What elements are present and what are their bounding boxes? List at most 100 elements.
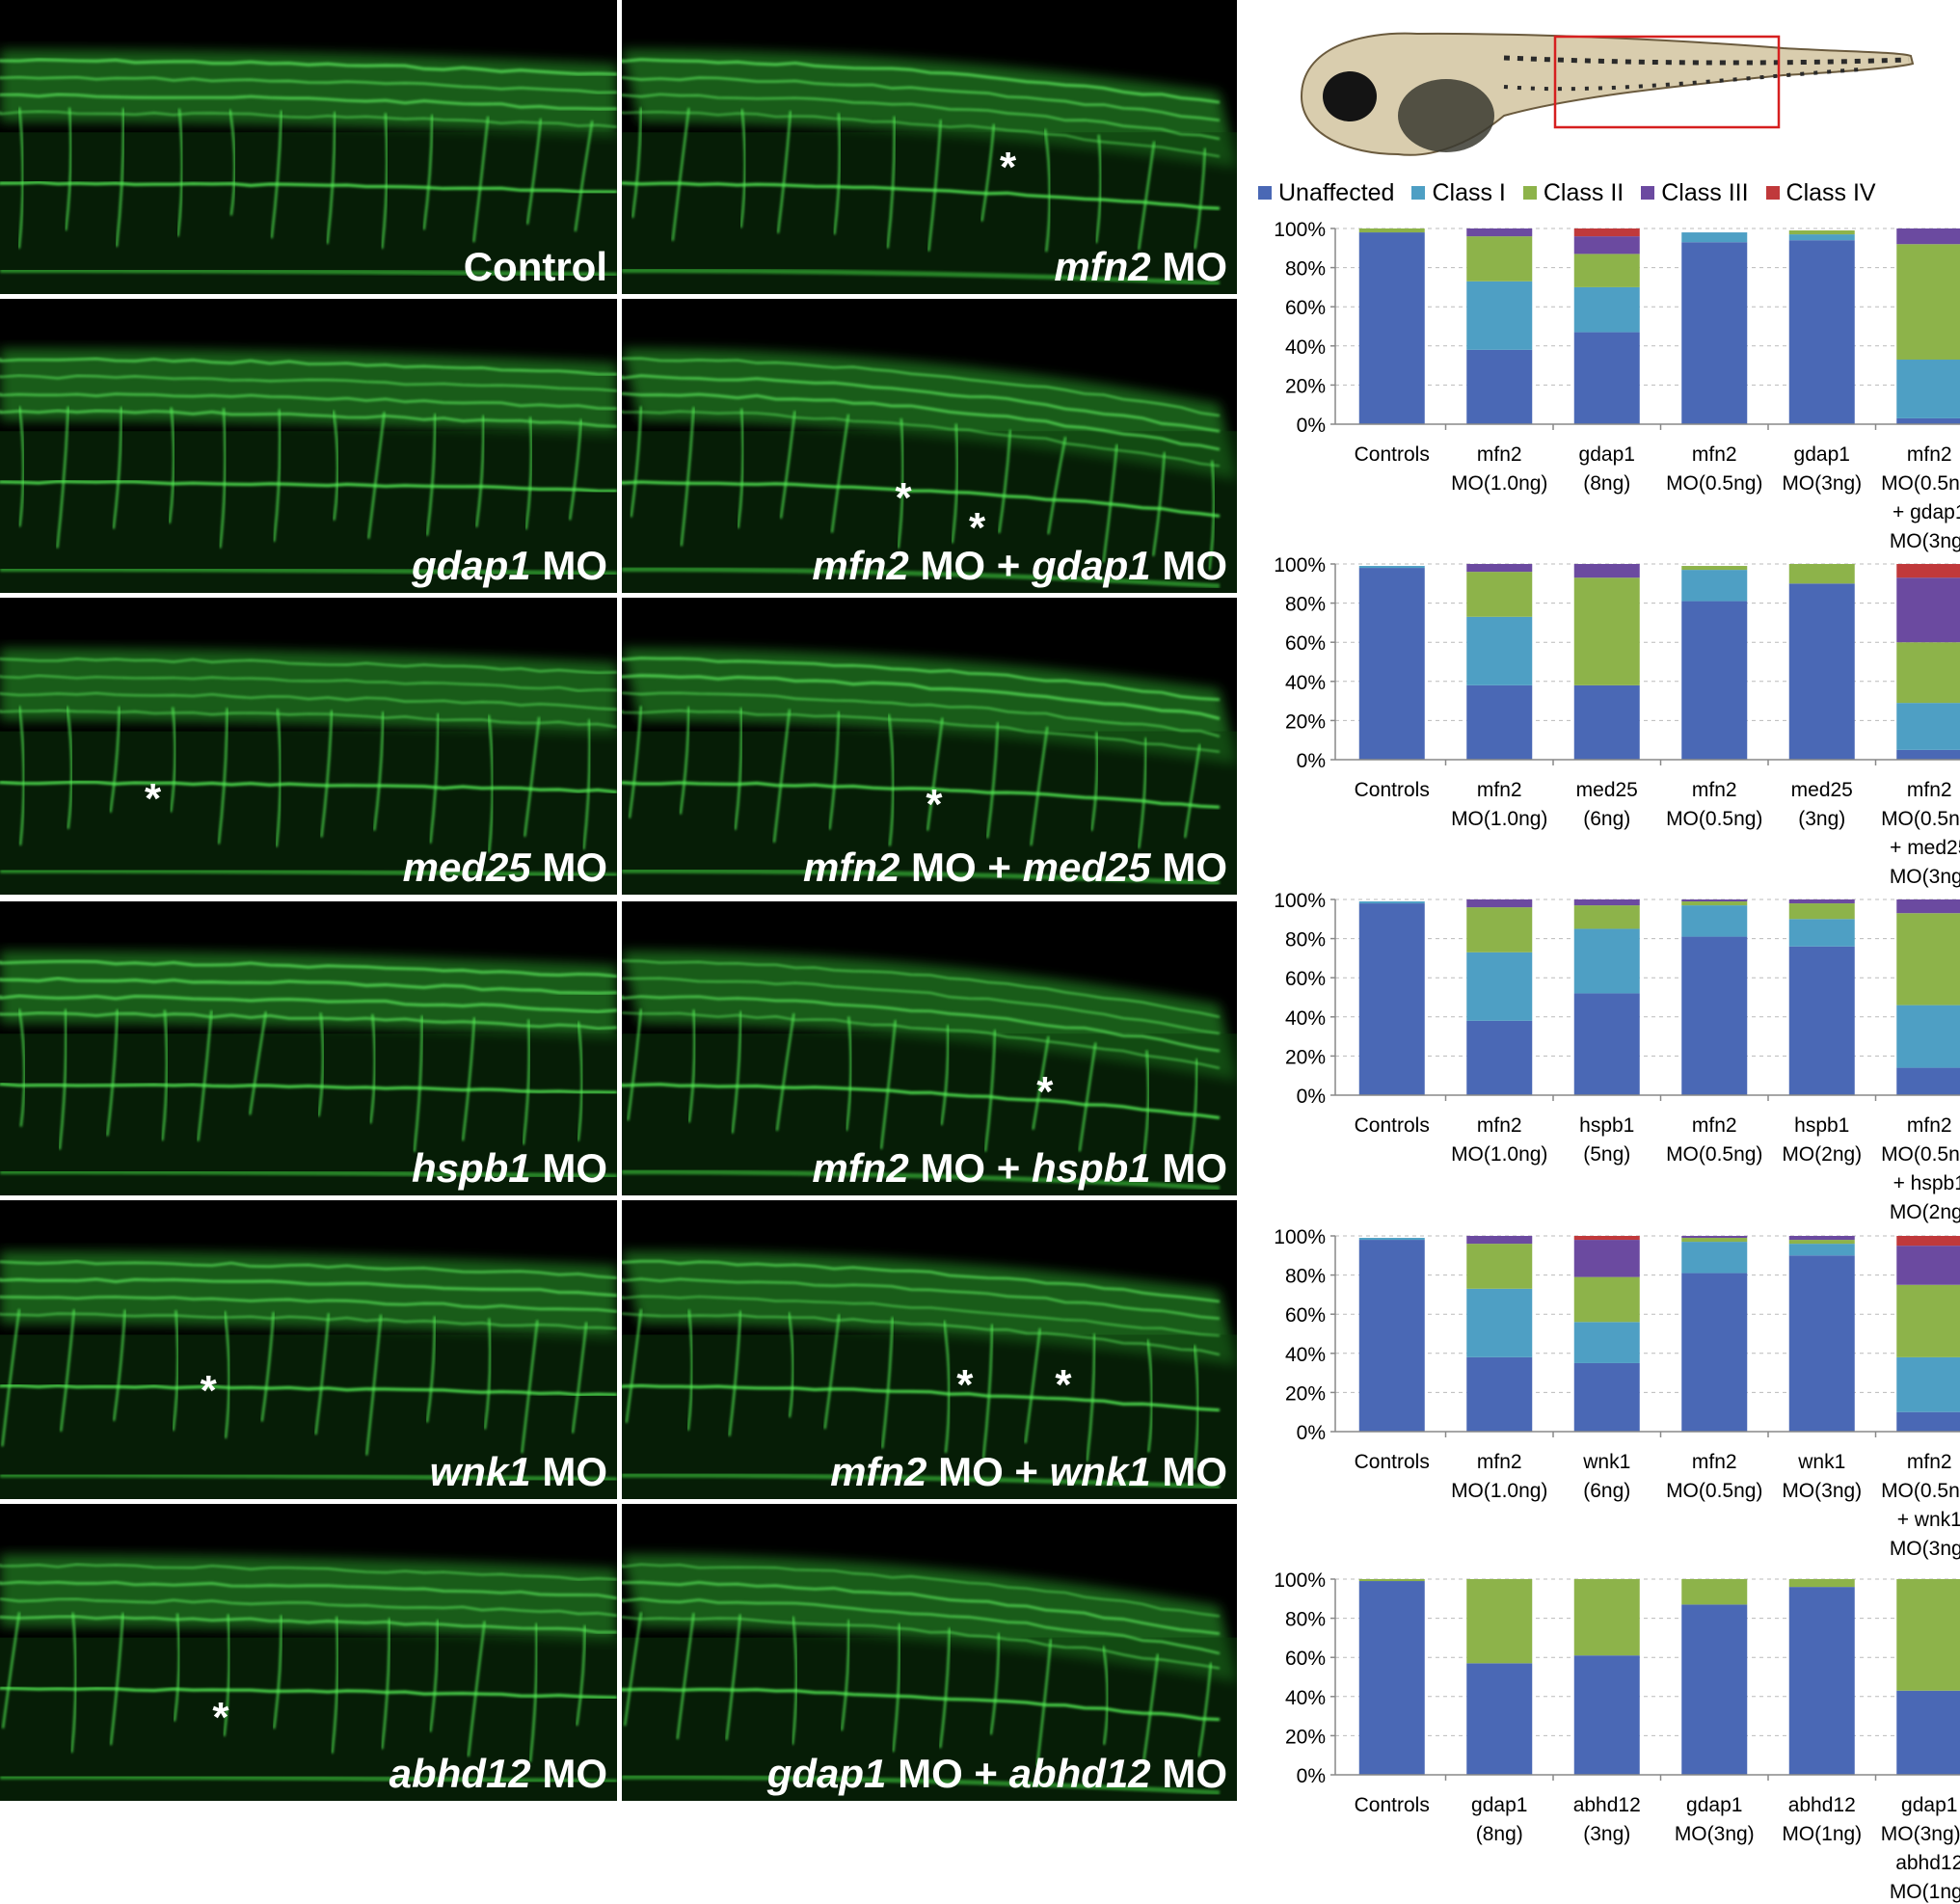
x-tick-label: gdap1 (1686, 1794, 1742, 1816)
panel-label: mfn2 MO + wnk1 MO (830, 1449, 1227, 1495)
y-tick-label: 100% (1274, 219, 1326, 241)
bar-segment-class-ii (1896, 1284, 1960, 1357)
y-tick-label: 0% (1297, 1422, 1326, 1444)
x-tick-label: MO(0.5ng) (1881, 472, 1960, 495)
bar-segment-class-ii (1358, 228, 1425, 233)
micrograph-panel: * * mfn2 MO + wnk1 MO (622, 1200, 1237, 1499)
legend-swatch (1641, 186, 1655, 200)
bar-segment-unaffected (1681, 242, 1748, 424)
x-tick-label: MO(0.5ng) (1881, 808, 1960, 830)
fluorescence-image (622, 1554, 1237, 1801)
fluorescence-image (0, 648, 617, 895)
x-tick-label: MO(0.5ng) (1881, 1480, 1960, 1502)
x-tick-label: MO(1.0ng) (1451, 1480, 1547, 1502)
chart-3: 0% 20% 40% 60% 80% 100% Controls mfn2 MO(1.0ng) h… (1274, 890, 1960, 1223)
x-tick-label: MO(0.5ng) (1881, 1143, 1960, 1166)
panel-label: gdap1 MO (412, 543, 607, 589)
fluorescence-image (0, 1251, 617, 1499)
bar-segment-unaffected (1788, 1587, 1855, 1775)
y-tick-label: 20% (1285, 1046, 1326, 1068)
bar-segment-unaffected (1896, 749, 1960, 760)
x-tick-label: gdap1 (1579, 443, 1635, 466)
y-tick-label: 20% (1285, 375, 1326, 397)
micrograph-panel: * mfn2 MO (622, 0, 1237, 294)
panel-label-part: MO (1150, 1145, 1227, 1191)
legend-label: Class IV (1785, 178, 1876, 206)
bar-segment-unaffected (1573, 332, 1640, 424)
x-tick-label: MO(0.5ng) (1666, 808, 1762, 830)
x-tick-label: mfn2 (1692, 443, 1737, 466)
asterisk-marker: * (200, 1367, 217, 1415)
x-tick-label: (6ng) (1583, 808, 1630, 830)
legend-swatch (1258, 186, 1272, 200)
y-tick-label: 80% (1285, 929, 1326, 952)
bar-segment-unaffected (1573, 1362, 1640, 1432)
chart-5: 0% 20% 40% 60% 80% 100% Controls gdap1 (8ng) abhd… (1274, 1569, 1960, 1903)
x-tick-label: Controls (1355, 1451, 1430, 1473)
asterisk-marker: * (1036, 1068, 1054, 1116)
bar-segment-class-ii (1788, 230, 1855, 235)
y-tick-label: 0% (1297, 415, 1326, 437)
bar-segment-class-i (1358, 1238, 1425, 1241)
bar-segment-class-ii (1573, 905, 1640, 929)
fluorescence-image (622, 648, 1237, 895)
y-tick-label: 60% (1285, 968, 1326, 990)
stacked-bar-charts: 0% 20% 40% 60% 80% 100% Controls mfn2 MO(1.0ng) g… (1234, 217, 1960, 1904)
chart-1: 0% 20% 40% 60% 80% 100% Controls mfn2 MO(1.0ng) g… (1274, 219, 1960, 552)
panel-label-part: MO (1150, 1751, 1227, 1796)
legend-item: Class IV (1765, 178, 1876, 207)
bar-segment-class-iii (1896, 228, 1960, 245)
x-tick-label: (3ng) (1583, 1823, 1630, 1845)
bar-segment-unaffected (1681, 936, 1748, 1095)
bar-segment-unaffected (1788, 1255, 1855, 1432)
x-tick-label: (8ng) (1583, 472, 1630, 495)
x-tick-label: Controls (1355, 1114, 1430, 1137)
panel-label-part: MO (530, 543, 607, 588)
bar-segment-class-ii (1788, 1240, 1855, 1245)
panel-label-part: abhd12 (1008, 1751, 1151, 1796)
panel-label-part: gdap1 (1031, 543, 1151, 588)
bar-segment-class-iv (1573, 228, 1640, 237)
panel-label-part: MO (1150, 244, 1227, 289)
panel-label-part: MO + (899, 845, 1023, 890)
x-tick-label: wnk1 (1582, 1451, 1630, 1473)
y-tick-label: 20% (1285, 711, 1326, 733)
x-tick-label: MO(1.0ng) (1451, 472, 1547, 495)
micrograph-grid: Control * mfn2 MO gdap1 MO * * mfn2 MO + gdap1… (0, 0, 1237, 1801)
panel-label: hspb1 MO (412, 1145, 607, 1192)
x-tick-label: MO(0.5ng) (1666, 1143, 1762, 1166)
micrograph-panel: * mfn2 MO + hspb1 MO (622, 901, 1237, 1195)
fluorescence-image (0, 49, 617, 294)
bar-segment-class-i (1788, 1244, 1855, 1256)
bar-segment-class-iii (1573, 899, 1640, 906)
panel-label: Control (464, 244, 607, 290)
panel-label-part: hspb1 (1031, 1145, 1151, 1191)
zebrafish-larva-image (1300, 32, 1915, 156)
bar-segment-class-iii (1681, 1236, 1748, 1239)
bar-segment-class-i (1681, 570, 1748, 602)
y-tick-label: 40% (1285, 672, 1326, 694)
bar-segment-unaffected (1466, 349, 1533, 424)
panel-label-part: gdap1 (411, 543, 531, 588)
bar-segment-class-ii (1681, 566, 1748, 571)
panel-label-part: med25 (402, 845, 531, 890)
asterisk-marker: * (969, 503, 986, 551)
x-tick-label: hspb1 (1794, 1114, 1849, 1137)
asterisk-marker: * (956, 1361, 974, 1408)
x-tick-label: gdap1 (1471, 1794, 1527, 1816)
panel-label: mfn2 MO + gdap1 MO (812, 543, 1227, 589)
bar-segment-unaffected (1358, 903, 1425, 1095)
micrograph-panel: * med25 MO (0, 598, 617, 895)
bar-segment-unaffected (1466, 1663, 1533, 1775)
bar-segment-class-ii (1573, 1579, 1640, 1656)
x-tick-label: gdap1 (1901, 1794, 1957, 1816)
y-tick-label: 60% (1285, 1304, 1326, 1327)
panel-label-part: mfn2 (803, 845, 900, 890)
x-tick-label: wnk1 (1797, 1451, 1845, 1473)
x-tick-label: (3ng) (1798, 808, 1845, 830)
bar-segment-class-ii (1681, 901, 1748, 906)
x-tick-label: mfn2 (1692, 1114, 1737, 1137)
x-tick-label: mfn2 (1477, 1114, 1522, 1137)
y-tick-label: 100% (1274, 1226, 1326, 1248)
bar-segment-class-ii (1896, 1579, 1960, 1691)
